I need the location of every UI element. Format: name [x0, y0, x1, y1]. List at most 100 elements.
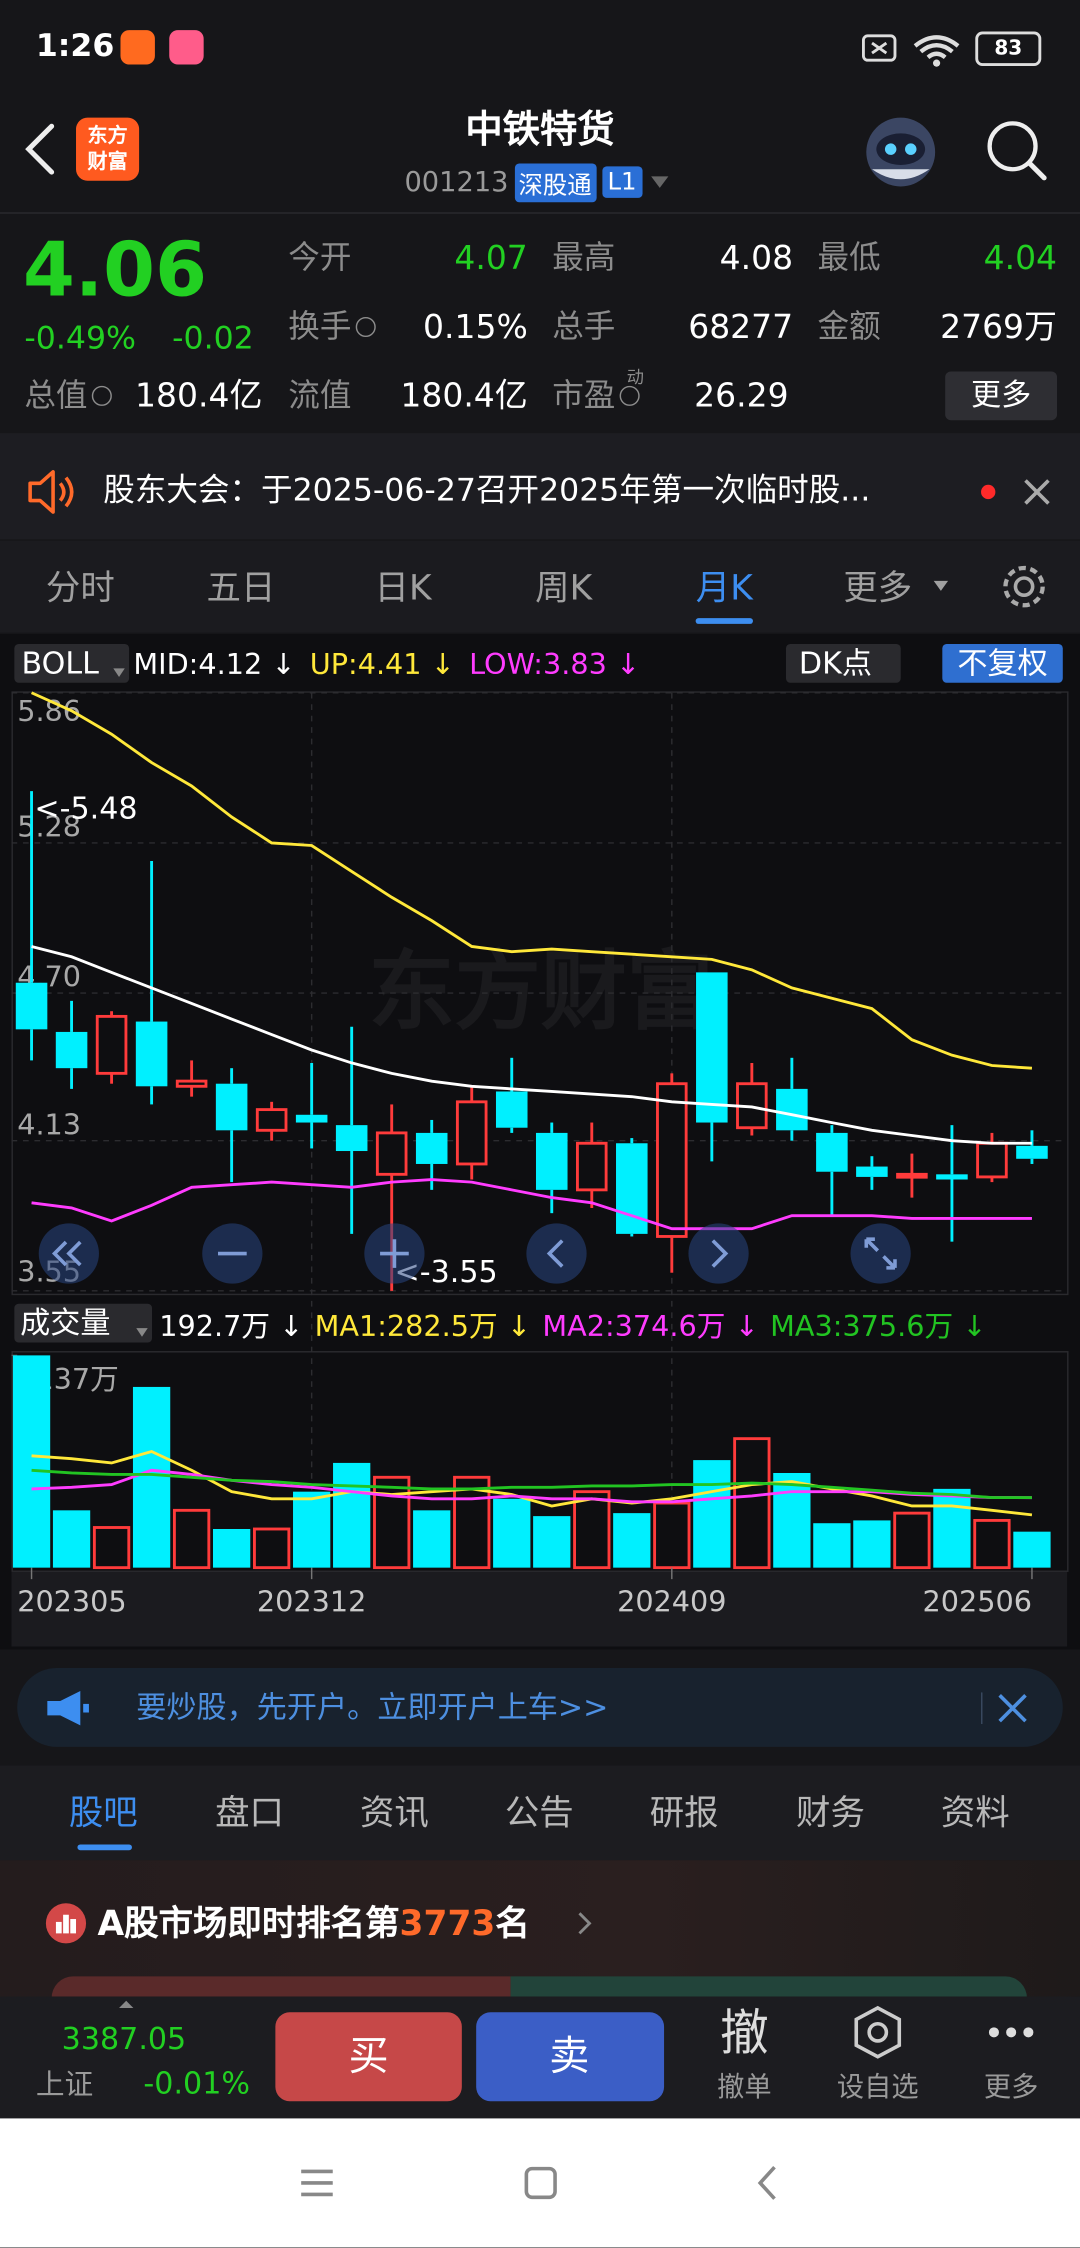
candle-body — [455, 1100, 488, 1166]
info-tab[interactable]: 财务 — [796, 1792, 865, 1833]
candle-body — [576, 1141, 608, 1192]
volume-indicator-select[interactable]: 成交量 — [14, 1303, 153, 1343]
dk-button[interactable]: DK点 — [785, 643, 901, 683]
sell-button[interactable]: 卖 — [476, 2012, 665, 2102]
indicator-select[interactable]: BOLL — [14, 643, 130, 683]
stat-label: 最高 — [552, 240, 616, 277]
volume-bar — [373, 1475, 411, 1570]
adjust-button[interactable]: 不复权 — [942, 643, 1063, 683]
volume-bar — [853, 1520, 891, 1568]
ad-banner[interactable] — [17, 1668, 1063, 1747]
candle-body — [856, 1166, 888, 1177]
adjust-label: 不复权 — [957, 646, 1048, 681]
more-label[interactable]: 更多 — [983, 2071, 1039, 2104]
period-tab[interactable]: 五日 — [206, 567, 276, 609]
volume-panel — [11, 1351, 1069, 1572]
more-button[interactable]: 更多 — [945, 371, 1058, 421]
close-notice[interactable] — [1021, 476, 1053, 508]
volume-current: 192.7万 ↓ — [159, 1308, 304, 1344]
volume-bar — [573, 1490, 611, 1570]
dropdown-icon[interactable] — [648, 174, 671, 191]
divider — [0, 212, 1080, 214]
level-badge: L1 — [601, 166, 643, 198]
info-icon — [619, 385, 640, 406]
ad-icon — [47, 1690, 89, 1726]
watch-icon[interactable] — [852, 2005, 904, 2060]
volume-bar — [653, 1501, 691, 1570]
tab-underline — [695, 618, 753, 624]
notice-bar[interactable] — [0, 433, 1080, 540]
index-change: -0.01% — [143, 2066, 250, 2101]
candle-body — [335, 1125, 368, 1152]
app-logo: 东方 财富 — [76, 117, 140, 181]
candle-body — [1016, 1145, 1048, 1159]
stat-label: 最低 — [817, 240, 881, 277]
app-icon — [120, 30, 155, 65]
candle-body — [656, 1082, 688, 1238]
rank-suffix: 名 — [495, 1903, 530, 1944]
tab-underline — [77, 1844, 132, 1851]
candle-body — [976, 1141, 1008, 1179]
info-tab[interactable]: 股吧 — [68, 1792, 138, 1833]
legend-item: UP:4.41 ↓ — [309, 646, 455, 682]
volume-legend: 192.7万 ↓ MA1:282.5万 ↓ MA2:374.6万 ↓ MA3:375… — [159, 1303, 986, 1345]
volume-bar — [293, 1491, 331, 1568]
info-tab[interactable]: 盘口 — [215, 1792, 284, 1833]
volume-bar — [973, 1518, 1011, 1570]
robot-icon[interactable] — [861, 112, 944, 192]
watch-label[interactable]: 设自选 — [836, 2071, 919, 2104]
cancel-icon[interactable]: 撤 — [720, 2005, 769, 2063]
stock-code-row: 001213 深股通 L1 — [404, 162, 671, 202]
candle-body — [415, 1132, 448, 1164]
period-tab[interactable]: 更多 — [843, 567, 913, 609]
candle-body — [776, 1088, 808, 1131]
index-name: 上证 — [35, 2066, 94, 2102]
stat-value: 26.29 — [694, 377, 789, 416]
volume-bar — [212, 1529, 251, 1568]
more-icon[interactable] — [987, 2022, 1036, 2042]
search-button[interactable] — [984, 118, 1050, 184]
info-icon — [91, 385, 112, 406]
notice-text: 股东大会：于2025-06-27召开2025年第一次临时股... — [103, 473, 871, 510]
legend-item: MA3:375.6万 ↓ — [770, 1308, 987, 1344]
volume-bar — [52, 1510, 91, 1568]
volume-bar — [172, 1508, 211, 1570]
buy-button[interactable]: 买 — [275, 2012, 462, 2102]
period-tab[interactable]: 周K — [535, 567, 593, 609]
ad-text: 要炒股，先开户。立即开户上车>> — [136, 1690, 609, 1725]
volume-bar — [613, 1513, 651, 1568]
rank-card[interactable] — [0, 1860, 1080, 1998]
stat-value: 2769万 — [940, 309, 1058, 347]
volume-bar — [773, 1472, 811, 1568]
back-button[interactable] — [20, 120, 63, 177]
rank-icon — [45, 1903, 87, 1944]
indicator-line — [31, 1468, 1032, 1499]
volume-bar — [92, 1526, 131, 1570]
legend-item: LOW:3.83 ↓ — [469, 646, 640, 682]
info-tab[interactable]: 研报 — [649, 1792, 719, 1833]
period-tab[interactable]: 分时 — [45, 567, 115, 609]
info-tab[interactable]: 公告 — [504, 1792, 574, 1833]
indicator-name: BOLL — [21, 646, 99, 681]
close-ad[interactable] — [997, 1692, 1029, 1724]
settings-button[interactable] — [998, 561, 1050, 613]
stat-label: 今开 — [288, 240, 352, 277]
x-tick-label: 202312 — [257, 1585, 366, 1619]
volume-bar — [413, 1510, 451, 1568]
info-tab[interactable]: 资讯 — [360, 1792, 429, 1833]
legend-item: MA2:374.6万 ↓ — [542, 1308, 759, 1344]
period-tab[interactable]: 月K — [695, 567, 753, 609]
info-tab[interactable]: 资料 — [940, 1792, 1010, 1833]
cancel-label[interactable]: 撤单 — [717, 2071, 772, 2104]
indicator-line — [31, 1468, 1032, 1504]
indicator-line — [30, 691, 1033, 1070]
rank-prefix: A股市场即时排名第 — [97, 1903, 400, 1944]
x-tick-label: 202506 — [922, 1585, 1031, 1619]
y-tick-label: 5.28 — [17, 810, 81, 844]
period-tab[interactable]: 日K — [374, 567, 432, 609]
indicator-line — [31, 945, 1032, 1145]
candle-body — [816, 1132, 848, 1172]
volume-title: 成交量 — [20, 1305, 111, 1341]
candle-body — [936, 1174, 968, 1180]
speaker-icon — [28, 470, 74, 514]
